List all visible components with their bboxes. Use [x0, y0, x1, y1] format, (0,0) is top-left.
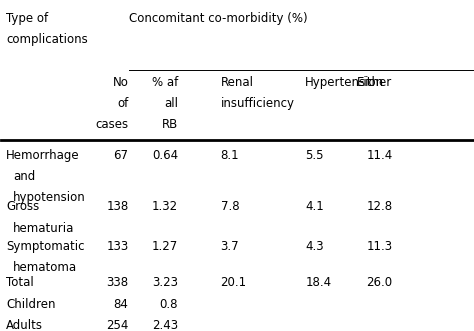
Text: Concomitant co-morbidity (%): Concomitant co-morbidity (%) — [128, 12, 307, 25]
Text: 0.64: 0.64 — [152, 149, 178, 162]
Text: 338: 338 — [107, 276, 128, 289]
Text: 7.8: 7.8 — [220, 200, 239, 213]
Text: hypotension: hypotension — [13, 191, 86, 204]
Text: 84: 84 — [114, 298, 128, 310]
Text: hematoma: hematoma — [13, 261, 77, 274]
Text: 5.5: 5.5 — [305, 149, 324, 162]
Text: 11.3: 11.3 — [366, 240, 392, 253]
Text: 133: 133 — [106, 240, 128, 253]
Text: Adults: Adults — [6, 319, 43, 331]
Text: Hypertension: Hypertension — [305, 76, 384, 89]
Text: 3.23: 3.23 — [152, 276, 178, 289]
Text: 4.1: 4.1 — [305, 200, 324, 213]
Text: Symptomatic: Symptomatic — [6, 240, 84, 253]
Text: Gross: Gross — [6, 200, 39, 213]
Text: 0.8: 0.8 — [160, 298, 178, 310]
Text: 26.0: 26.0 — [366, 276, 392, 289]
Text: 138: 138 — [106, 200, 128, 213]
Text: Type of: Type of — [6, 12, 48, 25]
Text: 4.3: 4.3 — [305, 240, 324, 253]
Text: 67: 67 — [114, 149, 128, 162]
Text: 1.32: 1.32 — [152, 200, 178, 213]
Text: Either: Either — [357, 76, 392, 89]
Text: of: of — [118, 97, 128, 110]
Text: and: and — [13, 170, 36, 183]
Text: 8.1: 8.1 — [220, 149, 239, 162]
Text: insufficiency: insufficiency — [220, 97, 294, 110]
Text: cases: cases — [95, 118, 128, 131]
Text: RB: RB — [162, 118, 178, 131]
Text: 18.4: 18.4 — [305, 276, 331, 289]
Text: 254: 254 — [106, 319, 128, 331]
Text: hematuria: hematuria — [13, 222, 74, 235]
Text: 11.4: 11.4 — [366, 149, 392, 162]
Text: 20.1: 20.1 — [220, 276, 246, 289]
Text: 2.43: 2.43 — [152, 319, 178, 331]
Text: 1.27: 1.27 — [152, 240, 178, 253]
Text: Children: Children — [6, 298, 55, 310]
Text: No: No — [113, 76, 128, 89]
Text: all: all — [164, 97, 178, 110]
Text: Total: Total — [6, 276, 34, 289]
Text: 3.7: 3.7 — [220, 240, 239, 253]
Text: 12.8: 12.8 — [366, 200, 392, 213]
Text: Renal: Renal — [220, 76, 254, 89]
Text: % af: % af — [152, 76, 178, 89]
Text: complications: complications — [6, 33, 88, 46]
Text: Hemorrhage: Hemorrhage — [6, 149, 80, 162]
